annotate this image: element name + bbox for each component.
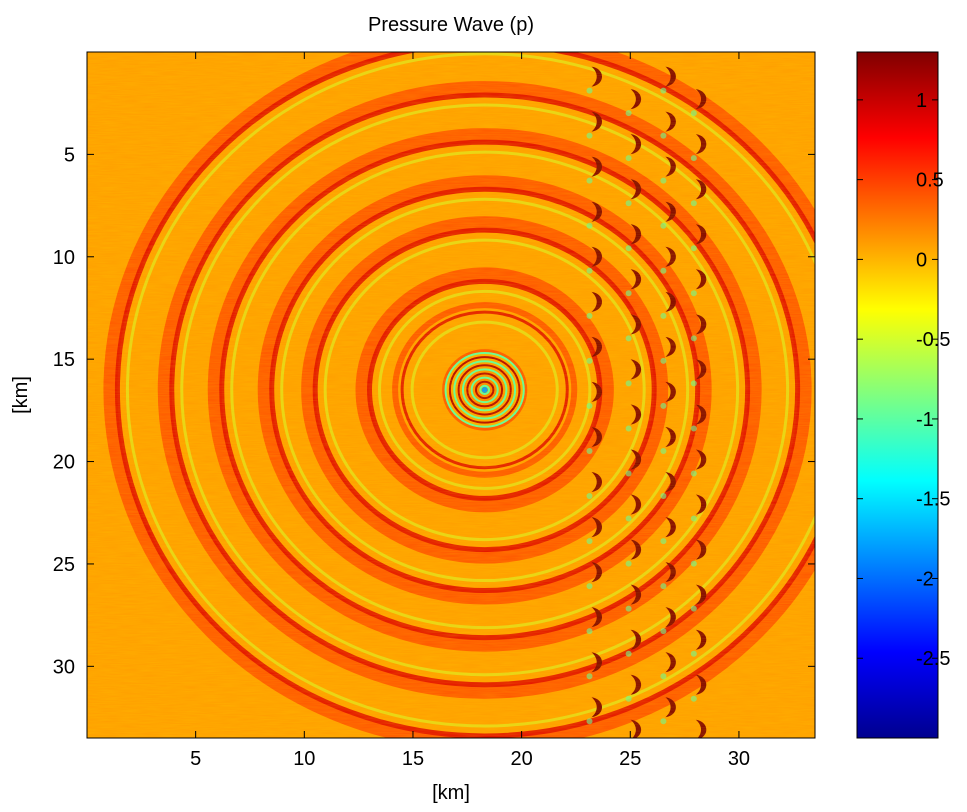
colorbar-tick-label: -1.5 [916,489,950,511]
scatter-speckle [626,741,632,747]
x-tick-label: 30 [728,748,750,770]
x-axis-label: [km] [432,782,470,804]
colorbar-frame [856,51,939,739]
y-axis: 5 10 15 20 25 30 [53,144,815,678]
colorbar-tick-label: 0 [916,249,927,271]
colorbar-tick-label: 1 [916,90,927,112]
y-axis-label: [km] [10,376,32,414]
colorbar-tick-label: -2.5 [916,648,950,670]
field-texture [87,52,815,738]
chart-title: Pressure Wave (p) [368,14,534,36]
x-tick-label: 15 [402,748,424,770]
plot-area: 5 10 15 20 25 30 5 10 15 20 25 30 [53,51,816,770]
x-tick-label: 20 [511,748,533,770]
y-tick-label: 5 [64,144,75,166]
x-tick-label: 5 [190,748,201,770]
y-tick-label: 15 [53,349,75,371]
x-axis: 5 10 15 20 25 30 [190,52,750,770]
x-tick-label: 25 [619,748,641,770]
colorbar-tick-label: 0.5 [916,170,944,192]
y-tick-label: 30 [53,656,75,678]
heatmap-field [87,52,815,747]
plot-frame [86,51,816,739]
colorbar-axis: 1 0.5 0 -0.5 -1 -1.5 -2 -2.5 [857,90,950,670]
y-tick-label: 25 [53,554,75,576]
x-tick-label: 10 [293,748,315,770]
colorbar-gradient [857,52,938,738]
scatter-speckle [691,741,697,747]
colorbar-tick-label: -0.5 [916,329,950,351]
colorbar: 1 0.5 0 -0.5 -1 -1.5 -2 -2.5 [856,51,950,739]
colorbar-tick-label: -1 [916,409,934,431]
y-tick-label: 20 [53,452,75,474]
y-tick-label: 10 [53,247,75,269]
colorbar-tick-label: -2 [916,568,934,590]
